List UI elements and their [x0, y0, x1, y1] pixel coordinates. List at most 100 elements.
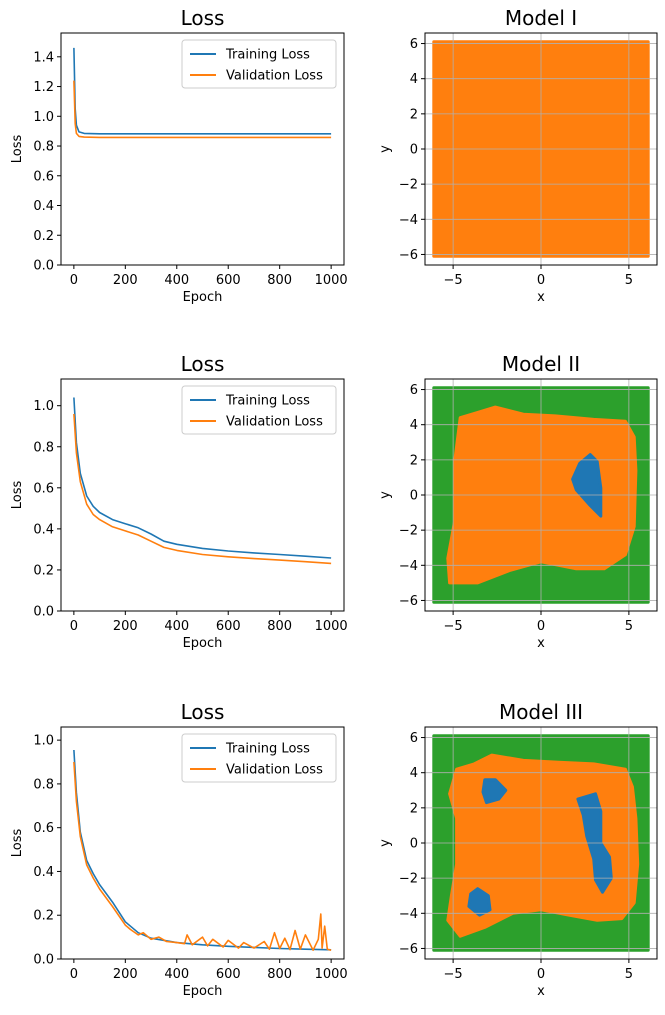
x-axis-label: x [537, 984, 545, 999]
series-line-validation [73, 413, 332, 565]
x-tick-label: 1000 [315, 619, 348, 634]
legend: Training Loss Validation Loss [181, 733, 337, 783]
plot-area [425, 33, 657, 265]
x-tick-label: 1000 [315, 967, 348, 982]
x-tick-label: 400 [164, 967, 189, 982]
chart-title: Loss [181, 700, 225, 724]
plot-area [73, 47, 332, 139]
x-axis-label: x [537, 636, 545, 651]
y-tick-label: 0.0 [33, 953, 54, 968]
y-axis-label: Loss [10, 135, 25, 164]
y-tick-label: 0.6 [33, 169, 54, 184]
x-axis-label: Epoch [183, 290, 223, 305]
chart-panel-2: −5 0 5 −6 −4 −2 0 2 4 6 Model I x y [378, 6, 658, 305]
legend: Training Loss Validation Loss [181, 39, 337, 89]
x-tick-label: 0 [70, 619, 78, 634]
x-tick-label: 0 [70, 967, 78, 982]
x-tick-label: −5 [444, 967, 463, 982]
chart-title: Model I [505, 6, 577, 30]
region-blue [481, 778, 508, 805]
y-tick-label: −6 [399, 594, 418, 609]
x-tick-label: 200 [113, 619, 138, 634]
series-line-validation [73, 761, 332, 951]
series-line-training [73, 397, 332, 559]
y-tick-label: 0.6 [33, 481, 54, 496]
x-tick-label: 600 [216, 273, 241, 288]
y-tick-label: 1.0 [33, 734, 54, 749]
y-tick-label: 0.2 [33, 563, 54, 578]
x-tick-label: 400 [164, 273, 189, 288]
legend-box [181, 385, 337, 435]
axes-frame [60, 378, 345, 612]
x-tick-label: 800 [267, 619, 292, 634]
chart-panel-6: −5 0 5 −6 −4 −2 0 2 4 6 Model III x y [378, 700, 658, 999]
x-tick-label: 600 [216, 619, 241, 634]
chart-panel-4: −5 0 5 −6 −4 −2 0 2 4 6 Model II x y [378, 352, 658, 651]
y-tick-label: −4 [399, 213, 418, 228]
plot-area [73, 749, 332, 951]
y-tick-label: 0 [410, 837, 418, 852]
x-tick-label: 5 [625, 619, 633, 634]
x-tick-label: 200 [113, 967, 138, 982]
y-tick-label: 2 [410, 107, 418, 122]
plot-area [73, 397, 332, 565]
x-tick-label: 200 [113, 273, 138, 288]
y-tick-label: 0 [410, 489, 418, 504]
y-tick-label: 4 [410, 766, 418, 781]
x-tick-label: −5 [444, 273, 463, 288]
chart-title: Loss [181, 352, 225, 376]
y-tick-label: −2 [399, 524, 418, 539]
y-tick-label: 1.4 [33, 50, 54, 65]
x-tick-label: 800 [267, 273, 292, 288]
legend-label: Validation Loss [226, 415, 323, 430]
y-tick-label: 6 [410, 731, 418, 746]
x-tick-label: −5 [444, 619, 463, 634]
y-tick-label: 2 [410, 801, 418, 816]
y-tick-label: −2 [399, 178, 418, 193]
plot-area [425, 379, 657, 611]
y-axis-label: y [378, 145, 393, 153]
x-tick-label: 0 [70, 273, 78, 288]
y-tick-label: 0.0 [33, 259, 54, 274]
x-tick-label: 600 [216, 967, 241, 982]
legend-label: Validation Loss [226, 763, 323, 778]
y-tick-label: 0.2 [33, 229, 54, 244]
x-tick-label: 800 [267, 967, 292, 982]
y-tick-label: 0 [410, 143, 418, 158]
y-tick-label: 2 [410, 453, 418, 468]
y-tick-label: −6 [399, 942, 418, 957]
y-tick-label: 0.8 [33, 440, 54, 455]
y-tick-label: 0.0 [33, 605, 54, 620]
region-blue [571, 453, 603, 518]
x-axis-label: Epoch [183, 984, 223, 999]
region-blue [467, 887, 492, 917]
y-axis-label: y [378, 491, 393, 499]
x-axis-label: Epoch [183, 636, 223, 651]
y-tick-label: 4 [410, 418, 418, 433]
x-tick-label: 5 [625, 273, 633, 288]
chart-title: Loss [181, 6, 225, 30]
y-tick-label: −4 [399, 559, 418, 574]
x-tick-label: 1000 [315, 273, 348, 288]
y-axis-label: Loss [10, 481, 25, 510]
y-tick-label: 0.6 [33, 821, 54, 836]
plot-area [425, 727, 657, 959]
x-tick-label: 400 [164, 619, 189, 634]
y-tick-label: −4 [399, 907, 418, 922]
legend-box [181, 733, 337, 783]
y-tick-label: 0.4 [33, 522, 54, 537]
y-tick-label: 1.0 [33, 110, 54, 125]
series-line-training [73, 749, 332, 951]
y-tick-label: 1.0 [33, 399, 54, 414]
y-tick-label: −6 [399, 248, 418, 263]
chart-title: Model II [502, 352, 580, 376]
y-tick-label: 0.8 [33, 777, 54, 792]
series-line-validation [73, 80, 332, 139]
legend: Training Loss Validation Loss [181, 385, 337, 435]
series-line-training [73, 47, 332, 135]
chart-panel-3: 0 200 400 600 800 1000 0.0 0.2 0.4 0.6 0.8 1.0 Loss E… [10, 352, 348, 651]
y-tick-label: 0.4 [33, 865, 54, 880]
y-axis-label: y [378, 839, 393, 847]
y-tick-label: 6 [410, 37, 418, 52]
